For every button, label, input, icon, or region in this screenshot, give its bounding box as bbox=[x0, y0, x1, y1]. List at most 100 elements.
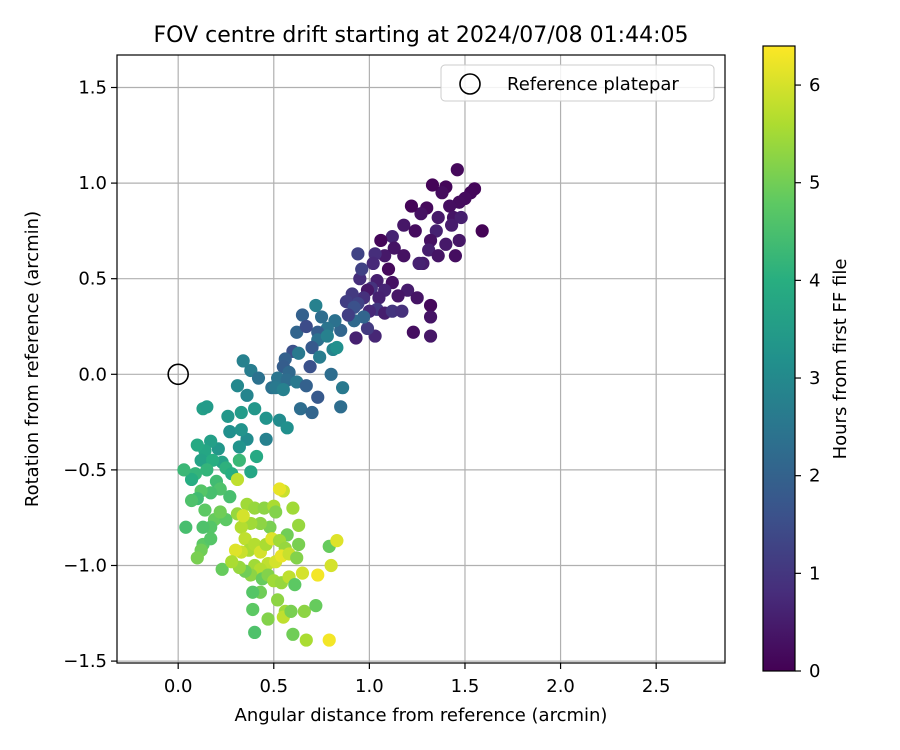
scatter-point bbox=[351, 247, 365, 261]
reference-point-marker bbox=[167, 363, 189, 386]
scatter-point bbox=[240, 388, 254, 402]
scatter-point bbox=[295, 308, 310, 322]
scatter-point bbox=[299, 319, 313, 334]
scatter-point bbox=[238, 532, 252, 546]
scatter-point bbox=[366, 256, 380, 271]
scatter-point bbox=[391, 289, 405, 303]
scatter-point bbox=[423, 329, 438, 343]
scatter-point bbox=[330, 534, 344, 548]
scatter-point bbox=[425, 178, 440, 192]
scatter-point bbox=[334, 323, 348, 337]
scatter-point bbox=[412, 256, 426, 271]
scatter-point bbox=[320, 329, 334, 343]
scatter-point bbox=[221, 409, 235, 423]
scatter-point bbox=[228, 543, 243, 557]
x-tick-label: 1.0 bbox=[355, 676, 384, 697]
scatter-point bbox=[232, 440, 246, 454]
scatter-points bbox=[177, 163, 489, 647]
scatter-point bbox=[259, 432, 273, 446]
y-tick-label: −0.5 bbox=[63, 460, 107, 481]
scatter-point bbox=[284, 604, 298, 618]
scatter-point bbox=[249, 449, 264, 464]
y-tick-label: 1.0 bbox=[78, 173, 107, 194]
scatter-point bbox=[286, 501, 300, 515]
colorbar-tick-label: 2 bbox=[809, 466, 820, 487]
scatter-point bbox=[280, 421, 294, 435]
y-tick-label: 0.0 bbox=[78, 364, 107, 385]
scatter-point bbox=[309, 599, 323, 613]
scatter-point bbox=[234, 520, 248, 534]
x-tick-label: 0.5 bbox=[259, 676, 288, 697]
scatter-point bbox=[324, 367, 338, 381]
scatter-point bbox=[213, 505, 227, 519]
scatter-point bbox=[290, 325, 304, 339]
scatter-point bbox=[184, 472, 199, 487]
scatter-point bbox=[397, 218, 411, 232]
scatter-point bbox=[179, 520, 193, 534]
scatter-point bbox=[225, 555, 239, 569]
scatter-point bbox=[381, 262, 396, 276]
x-axis-ticks: 0.0 0.5 1.0 1.5 2.0 2.5 bbox=[164, 663, 671, 697]
scatter-point bbox=[423, 298, 438, 313]
scatter-point bbox=[251, 371, 266, 385]
scatter-point bbox=[423, 310, 438, 324]
scatter-point bbox=[330, 340, 344, 355]
scatter-point bbox=[431, 210, 445, 225]
scatter-point bbox=[452, 233, 466, 248]
scatter-point bbox=[475, 224, 489, 238]
scatter-point bbox=[272, 482, 287, 496]
scatter-point bbox=[422, 243, 436, 257]
scatter-point bbox=[290, 551, 304, 565]
scatter-point bbox=[223, 490, 237, 504]
scatter-point bbox=[194, 453, 208, 467]
y-tick-label: 1.5 bbox=[78, 78, 107, 99]
grid-lines bbox=[117, 55, 725, 663]
scatter-point bbox=[269, 505, 283, 519]
x-tick-label: 2.5 bbox=[642, 676, 671, 697]
scatter-point bbox=[288, 578, 302, 592]
legend-marker-icon bbox=[459, 73, 481, 95]
scatter-point bbox=[374, 233, 388, 248]
y-axis-label: Rotation from reference (arcmin) bbox=[22, 211, 43, 507]
scatter-point bbox=[303, 360, 317, 374]
scatter-point bbox=[196, 520, 210, 534]
scatter-point bbox=[204, 532, 218, 546]
scatter-point bbox=[443, 199, 457, 213]
scatter-point bbox=[295, 566, 310, 580]
x-tick-label: 1.5 bbox=[451, 676, 480, 697]
y-tick-label: 0.5 bbox=[78, 269, 107, 290]
colorbar-tick-label: 4 bbox=[809, 270, 820, 291]
scatter-point bbox=[292, 518, 306, 532]
scatter-point bbox=[234, 405, 248, 420]
colorbar-ticks: 0 1 2 3 4 5 6 bbox=[795, 75, 820, 682]
scatter-point bbox=[450, 163, 464, 177]
scatter-point bbox=[248, 625, 262, 640]
scatter-point bbox=[248, 501, 262, 515]
scatter-point bbox=[444, 218, 459, 232]
scatter-point bbox=[223, 425, 237, 439]
scatter-point bbox=[322, 633, 336, 647]
scatter-point bbox=[205, 453, 220, 467]
y-tick-label: −1.5 bbox=[63, 651, 107, 672]
colorbar-tick-label: 0 bbox=[809, 661, 820, 682]
colorbar-tick-label: 5 bbox=[809, 173, 820, 194]
scatter-point bbox=[406, 325, 420, 339]
scatter-point bbox=[334, 400, 348, 414]
colorbar-tick-label: 1 bbox=[809, 563, 820, 584]
colorbar-label: Hours from first FF file bbox=[830, 259, 851, 460]
scatter-point bbox=[385, 304, 399, 318]
scatter-point bbox=[230, 379, 245, 393]
scatter-point bbox=[439, 237, 453, 251]
plot-frame bbox=[116, 54, 726, 664]
scatter-point bbox=[414, 207, 428, 221]
scatter-point bbox=[215, 562, 229, 576]
scatter-point bbox=[448, 249, 463, 263]
scatter-point bbox=[429, 224, 443, 238]
scatter-point bbox=[385, 230, 399, 244]
scatter-point bbox=[292, 537, 306, 552]
scatter-point bbox=[431, 249, 445, 263]
legend-box bbox=[440, 64, 715, 102]
scatter-point bbox=[336, 381, 350, 395]
chart-title: FOV centre drift starting at 2024/07/08 … bbox=[154, 23, 689, 48]
